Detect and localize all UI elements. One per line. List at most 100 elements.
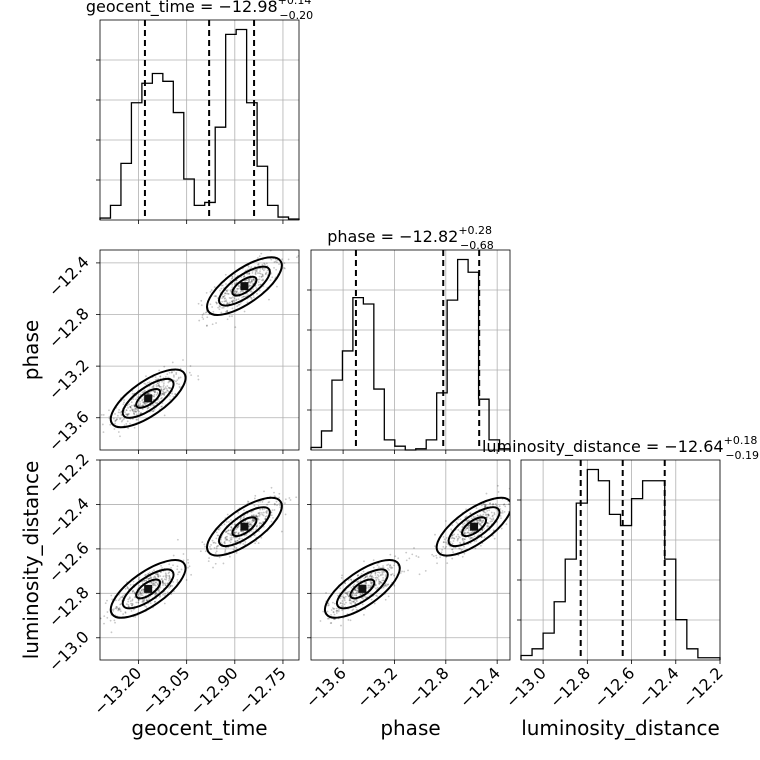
- sample-point: [248, 525, 251, 528]
- sample-point: [464, 515, 467, 518]
- sample-point: [190, 374, 193, 377]
- sample-point: [265, 262, 268, 265]
- sample-point: [243, 275, 246, 277]
- sample-point: [237, 287, 240, 290]
- sample-point: [341, 600, 344, 602]
- sample-point: [156, 573, 159, 576]
- sample-point: [120, 420, 123, 423]
- ytick-label-luminosity_distance: −13.0: [45, 627, 93, 675]
- sample-point: [462, 538, 465, 540]
- sample-point: [152, 410, 154, 413]
- sample-point: [363, 577, 366, 580]
- sample-point: [214, 542, 217, 545]
- sample-point: [230, 519, 232, 521]
- sample-point: [143, 389, 146, 392]
- sample-point: [165, 573, 167, 576]
- sample-point: [214, 552, 217, 554]
- sample-point: [255, 515, 258, 518]
- sample-point: [462, 539, 465, 542]
- sample-point: [487, 514, 490, 516]
- sample-point: [378, 582, 381, 585]
- sample-point: [166, 591, 169, 594]
- sample-point: [472, 515, 475, 518]
- sample-point: [250, 280, 253, 283]
- sample-point: [231, 286, 234, 289]
- sample-point: [473, 540, 476, 543]
- sample-point: [349, 598, 351, 601]
- sample-point: [498, 505, 501, 508]
- sample-point: [283, 262, 286, 265]
- sample-point: [479, 514, 482, 516]
- sample-point: [226, 532, 229, 535]
- sample-point: [457, 537, 460, 540]
- sample-point: [133, 405, 136, 408]
- sample-point: [256, 257, 259, 259]
- sample-point: [123, 424, 126, 427]
- panel-2d-geocent_time-vs-phase: [96, 249, 300, 454]
- sample-point: [485, 514, 487, 517]
- sample-point: [444, 547, 447, 550]
- sample-point: [260, 536, 263, 539]
- sample-point: [466, 531, 469, 534]
- sample-point: [238, 303, 241, 306]
- sample-point: [211, 539, 214, 542]
- sample-point: [198, 319, 201, 322]
- sample-point: [215, 550, 218, 553]
- sample-point: [163, 365, 166, 368]
- sample-point: [245, 269, 247, 272]
- sample-point: [356, 587, 359, 590]
- contour-middle: [447, 506, 501, 548]
- sample-point: [230, 536, 233, 539]
- sample-point: [360, 593, 362, 596]
- sample-point: [131, 590, 134, 593]
- sample-point: [168, 575, 171, 578]
- sample-point: [463, 538, 466, 541]
- sample-point: [362, 570, 365, 573]
- sample-point: [261, 508, 264, 511]
- xtick-label-geocent_time: −12.90: [186, 663, 241, 718]
- sample-point: [202, 312, 205, 315]
- sample-point: [155, 581, 158, 584]
- sample-point: [273, 266, 275, 269]
- sample-point: [149, 576, 152, 579]
- sample-point: [224, 542, 226, 545]
- sample-point: [178, 386, 181, 388]
- sample-point: [161, 578, 163, 580]
- sample-point: [188, 371, 191, 374]
- sample-point: [257, 278, 260, 281]
- sample-point: [153, 575, 156, 578]
- sample-point: [467, 526, 470, 528]
- sample-point: [442, 541, 445, 544]
- sample-point: [138, 578, 141, 581]
- sample-point: [250, 290, 253, 293]
- sample-point: [197, 375, 199, 377]
- sample-point: [236, 305, 239, 307]
- sample-point: [119, 610, 122, 613]
- sample-point: [154, 592, 157, 594]
- sample-point: [168, 386, 170, 389]
- sample-point: [172, 564, 174, 567]
- sample-point: [387, 583, 390, 586]
- sample-point: [244, 295, 247, 298]
- sample-point: [155, 384, 158, 386]
- sample-point: [483, 536, 486, 539]
- sample-point: [147, 572, 150, 575]
- sample-point: [119, 411, 122, 414]
- sample-point: [479, 519, 482, 522]
- sample-point: [478, 523, 481, 526]
- sample-point: [176, 538, 179, 541]
- sample-point: [355, 594, 358, 597]
- sample-point: [242, 530, 244, 533]
- sample-point: [248, 523, 251, 526]
- sample-point: [451, 534, 454, 537]
- density-peak: [144, 394, 153, 403]
- sample-point: [167, 381, 170, 384]
- sample-point: [386, 564, 388, 567]
- sample-point: [228, 532, 231, 535]
- sample-point: [226, 310, 228, 313]
- sample-point: [160, 397, 162, 400]
- sample-point: [242, 543, 245, 545]
- sample-point: [345, 592, 347, 594]
- sample-point: [472, 537, 474, 539]
- sample-point: [155, 591, 157, 594]
